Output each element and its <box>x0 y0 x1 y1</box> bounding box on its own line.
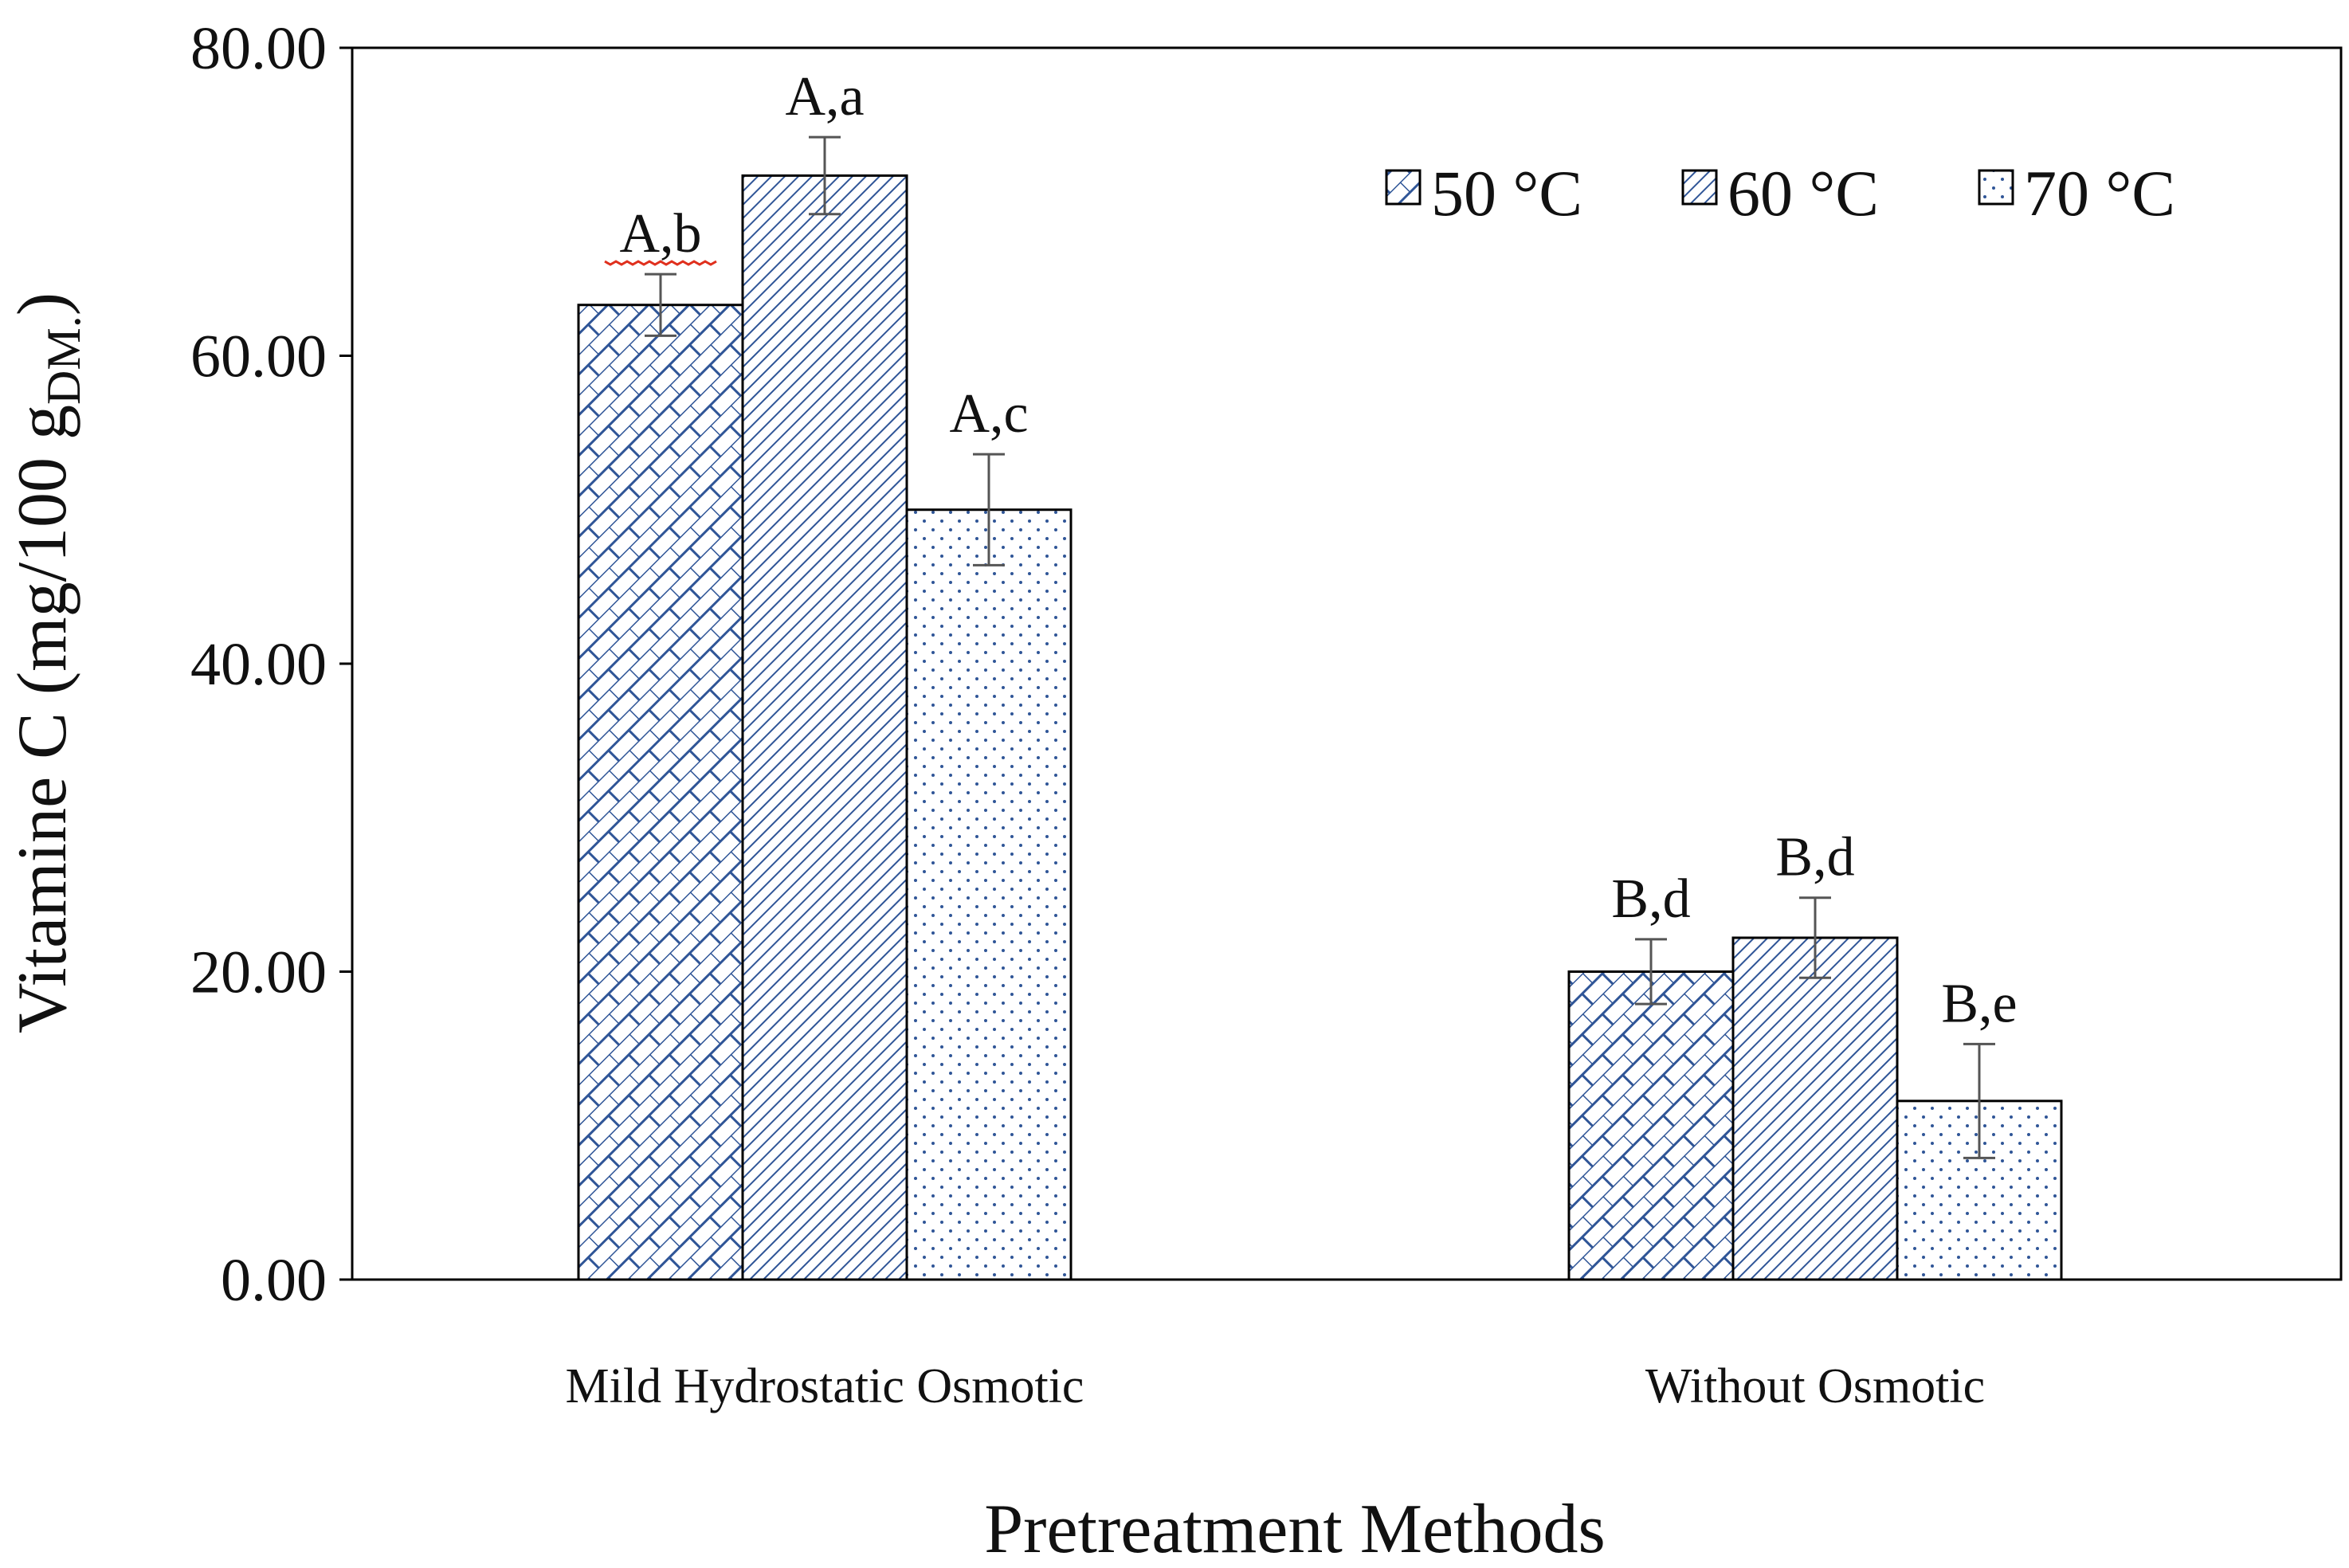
data-label: A,b <box>619 203 701 265</box>
x-axis-title: Pretreatment Methods <box>984 1491 1606 1568</box>
legend-label: 50 °C <box>1431 157 1582 229</box>
y-axis-title-subscript: DM. <box>37 316 90 405</box>
y-tick-label: 60.00 <box>190 323 327 390</box>
y-tick-label: 80.00 <box>190 15 327 82</box>
legend: 50 °C 60 °C 70 °C <box>1385 157 2175 229</box>
x-category-label: Without Osmotic <box>1645 1359 1985 1413</box>
data-label: A,a <box>785 66 864 127</box>
data-label: B,d <box>1775 827 1854 888</box>
bar <box>905 508 1073 1281</box>
data-label: B,e <box>1941 973 2017 1034</box>
legend-label: 70 °C <box>2024 157 2175 229</box>
bar <box>1567 970 1735 1281</box>
x-axis-categories: Mild Hydrostatic Osmotic Without Osmotic <box>566 1359 1986 1413</box>
legend-swatch <box>1681 169 1718 206</box>
annotation-underline <box>604 260 717 266</box>
y-axis-title-main: Vitamine C (mg/100 g <box>4 405 81 1033</box>
y-axis-title: Vitamine C (mg/100 gDM.) <box>4 292 90 1033</box>
error-bars-group <box>645 135 1995 1159</box>
y-tick-label: 0.00 <box>221 1247 327 1314</box>
y-axis: 0.00 20.00 40.00 60.00 80.00 <box>190 15 352 1314</box>
legend-swatch <box>1978 169 2014 206</box>
data-label: B,d <box>1611 868 1690 930</box>
bar <box>1731 936 1899 1281</box>
y-tick-label: 40.00 <box>190 631 327 698</box>
data-label: A,c <box>949 383 1028 445</box>
y-axis-title-close: ) <box>4 292 81 316</box>
data-labels-group: A,b A,a A,c B,d B,d B,e <box>619 66 2017 1034</box>
bar <box>741 174 908 1281</box>
legend-swatch <box>1385 169 1422 206</box>
bar-series-group <box>577 174 2063 1281</box>
legend-label: 60 °C <box>1727 157 1879 229</box>
x-category-label: Mild Hydrostatic Osmotic <box>566 1359 1084 1413</box>
y-tick-label: 20.00 <box>190 939 327 1006</box>
bar <box>577 304 744 1281</box>
